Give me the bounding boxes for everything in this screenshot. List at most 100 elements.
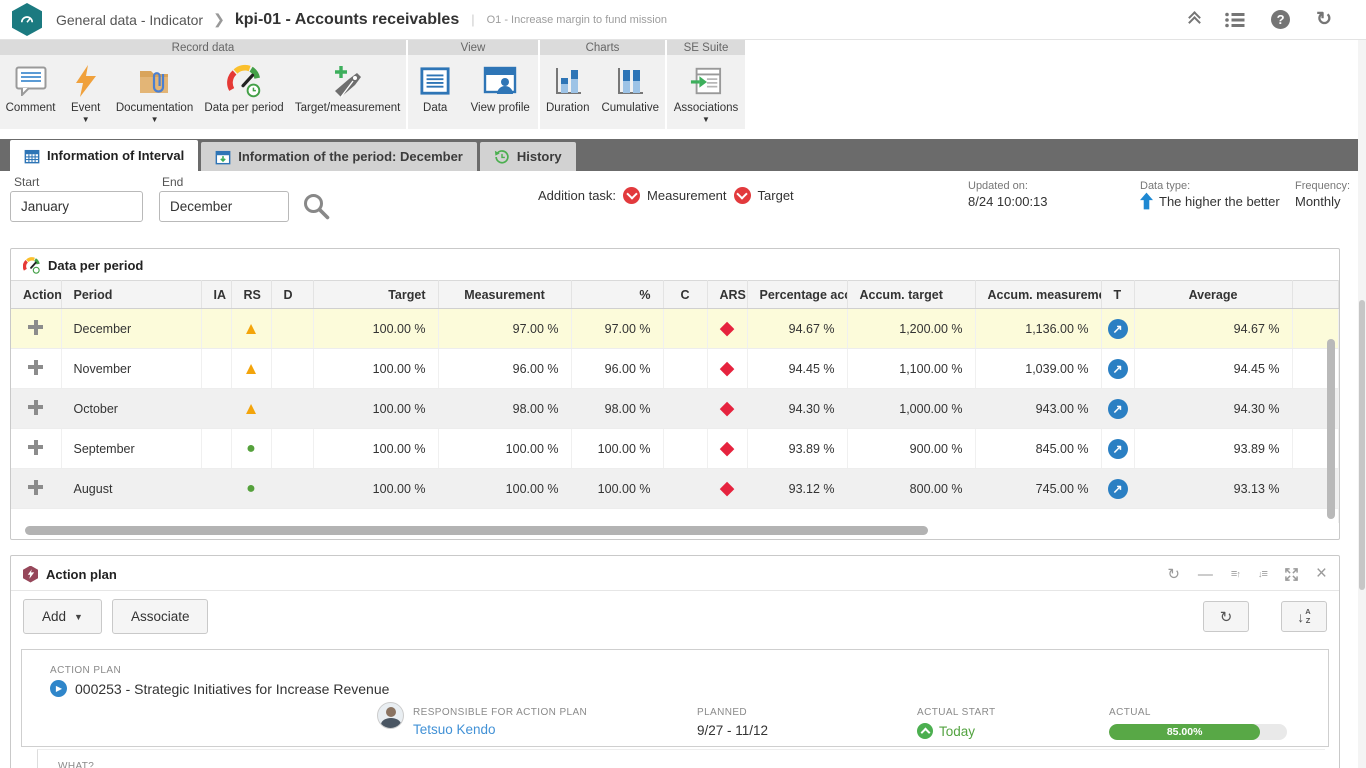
col-measurement[interactable]: Measurement [438, 281, 571, 309]
dropdown-caret-icon: ▼ [151, 117, 159, 122]
target-measurement-button[interactable]: Target/measurement [291, 61, 404, 116]
data-per-period-button[interactable]: Data per period [200, 61, 287, 116]
col-c[interactable]: C [663, 281, 707, 309]
tab-information-of-interval[interactable]: Information of Interval [10, 140, 198, 171]
ribbon-group-charts: Charts Duration Cumulative [540, 40, 665, 129]
col-average[interactable]: Average [1134, 281, 1292, 309]
status-warning-icon [243, 320, 260, 337]
actual-start-value: Today [939, 724, 975, 739]
event-button[interactable]: Event ▼ [63, 61, 109, 124]
start-input[interactable] [10, 191, 143, 222]
trend-up-icon [1108, 359, 1128, 379]
tab-bar: Information of Interval Information of t… [0, 139, 1366, 171]
data-type-value: The higher the better [1159, 194, 1280, 209]
trend-up-icon [1108, 439, 1128, 459]
sort-button[interactable]: ↓AZ [1281, 601, 1327, 632]
ars-diamond-icon [720, 319, 735, 338]
status-warning-icon [243, 360, 260, 377]
tab-history[interactable]: History [480, 142, 576, 171]
col-t[interactable]: T [1101, 281, 1134, 309]
ribbon-group-label: SE Suite [667, 40, 745, 55]
data-button[interactable]: Data [412, 61, 458, 116]
portlet-maximize-icon[interactable] [1285, 568, 1298, 581]
associate-button[interactable]: Associate [112, 599, 209, 634]
dropdown-caret-icon: ▼ [702, 117, 710, 122]
portlet-minimize-icon[interactable]: — [1198, 566, 1213, 583]
add-action-icon[interactable] [28, 440, 43, 455]
horizontal-scrollbar [11, 526, 1339, 536]
actual-progress-value: 85.00% [1167, 726, 1203, 738]
status-ok-icon [246, 441, 256, 457]
horizontal-scrollbar-thumb[interactable] [25, 526, 928, 535]
ribbon-group-record-data: Record data Comment Event ▼ [0, 40, 406, 129]
ribbon-group-label: Charts [540, 40, 665, 55]
table-row-october[interactable]: October 100.00 % 98.00 % 98.00 % 94.30 %… [11, 389, 1339, 429]
action-plan-card[interactable]: ACTION PLAN ▶ 000253 - Strategic Initiat… [21, 649, 1329, 747]
view-profile-button[interactable]: View profile [467, 61, 534, 116]
table-row-december[interactable]: December 100.00 % 97.00 % 97.00 % 94.67 … [11, 309, 1339, 349]
associations-button[interactable]: Associations ▼ [670, 61, 743, 124]
end-input[interactable] [159, 191, 289, 222]
target-task-icon[interactable] [734, 187, 751, 204]
table-vertical-scrollbar-thumb[interactable] [1327, 339, 1335, 519]
start-label: Start [14, 175, 39, 189]
stacked-bar-chart-icon [615, 63, 645, 99]
responsible-label: RESPONSIBLE FOR ACTION PLAN [413, 707, 587, 718]
col-percent[interactable]: % [571, 281, 663, 309]
col-d[interactable]: D [271, 281, 313, 309]
portlet-refresh-icon[interactable]: ↻ [1167, 565, 1180, 583]
help-icon[interactable]: ? [1271, 10, 1290, 29]
col-accum-measurement[interactable]: Accum. measurement [975, 281, 1101, 309]
portlet-expand-list-icon[interactable]: ≡↑ [1231, 568, 1240, 580]
documentation-button[interactable]: Documentation ▼ [112, 61, 197, 124]
col-rs[interactable]: RS [231, 281, 271, 309]
responsible-avatar[interactable] [377, 702, 404, 729]
table-row-august[interactable]: August 100.00 % 100.00 % 100.00 % 93.12 … [11, 469, 1339, 509]
play-icon[interactable]: ▶ [50, 680, 67, 697]
col-percentage-acc[interactable]: Percentage acc [747, 281, 847, 309]
tab-information-of-period[interactable]: Information of the period: December [201, 142, 477, 171]
add-action-icon[interactable] [28, 320, 43, 335]
bar-chart-icon [553, 63, 583, 99]
comment-icon [15, 63, 47, 99]
portlet-collapse-list-icon[interactable]: ↓≡ [1258, 568, 1267, 580]
table-row-november[interactable]: November 100.00 % 96.00 % 96.00 % 94.45 … [11, 349, 1339, 389]
add-button[interactable]: Add ▼ [23, 599, 102, 634]
frequency-label: Frequency: [1295, 180, 1350, 192]
pen-plus-icon [331, 63, 365, 99]
arrow-up-icon [1140, 192, 1153, 210]
col-ia[interactable]: IA [201, 281, 231, 309]
page-scrollbar-thumb[interactable] [1359, 300, 1365, 590]
trend-up-icon [1108, 399, 1128, 419]
menu-list-icon[interactable] [1225, 12, 1245, 28]
addition-task-target: Target [758, 188, 794, 203]
action-plan-title: 000253 - Strategic Initiatives for Incre… [75, 681, 389, 697]
portlet-close-icon[interactable]: × [1316, 563, 1327, 585]
col-accum-target[interactable]: Accum. target [847, 281, 975, 309]
responsible-name-link[interactable]: Tetsuo Kendo [413, 722, 587, 737]
add-action-icon[interactable] [28, 360, 43, 375]
action-plan-panel: Action plan ↻ — ≡↑ ↓≡ × Add ▼ Associate [10, 555, 1340, 768]
cumulative-button[interactable]: Cumulative [597, 61, 663, 116]
ars-diamond-icon [720, 479, 735, 498]
table-row-september[interactable]: September 100.00 % 100.00 % 100.00 % 93.… [11, 429, 1339, 469]
data-per-period-panel: Data per period Actions Period IA RS D T… [10, 248, 1340, 540]
status-ok-icon [246, 481, 256, 497]
search-icon[interactable] [302, 192, 330, 225]
trend-up-icon [1108, 319, 1128, 339]
duration-button[interactable]: Duration [542, 61, 593, 116]
refresh-list-button[interactable]: ↻ [1203, 601, 1249, 632]
col-actions[interactable]: Actions [11, 281, 61, 309]
add-action-icon[interactable] [28, 480, 43, 495]
reload-icon[interactable]: ↻ [1316, 8, 1332, 31]
measurement-task-icon[interactable] [623, 187, 640, 204]
col-ars[interactable]: ARS [707, 281, 747, 309]
dropdown-caret-icon: ▼ [74, 612, 83, 622]
add-action-icon[interactable] [28, 400, 43, 415]
updated-on-value: 8/24 10:00:13 [968, 194, 1048, 209]
col-period[interactable]: Period [61, 281, 201, 309]
collapse-ribbon-icon[interactable] [1190, 13, 1199, 27]
comment-button[interactable]: Comment [2, 61, 60, 116]
col-target[interactable]: Target [313, 281, 438, 309]
breadcrumb[interactable]: General data - Indicator [56, 12, 203, 28]
